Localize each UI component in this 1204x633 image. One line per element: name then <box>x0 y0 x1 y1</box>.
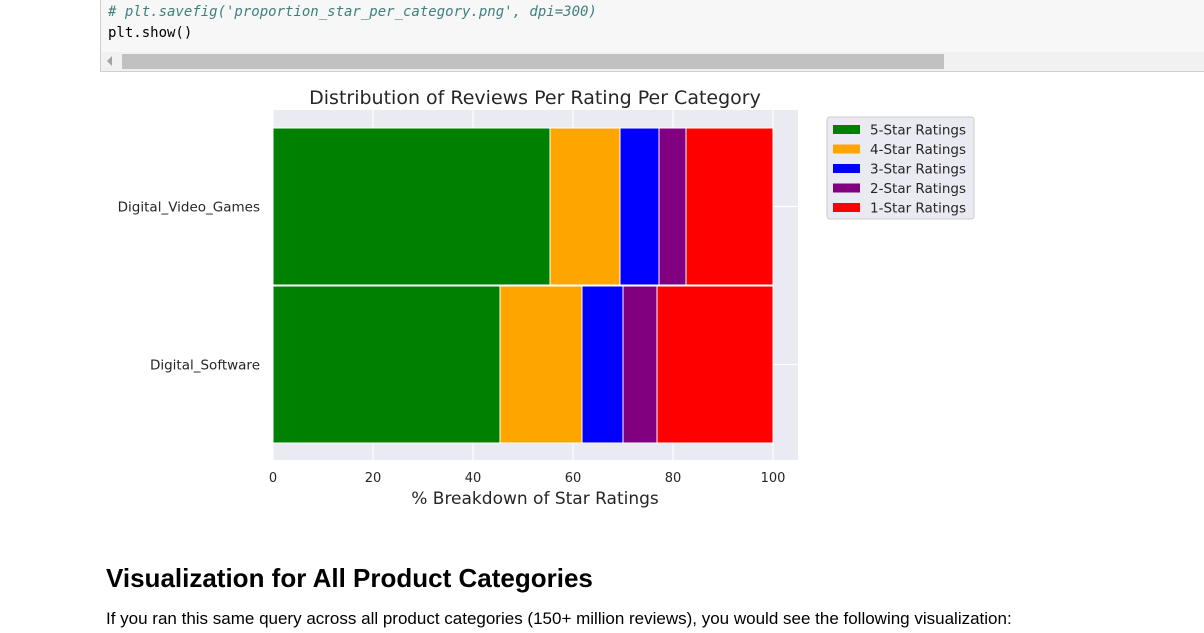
bars <box>272 127 774 444</box>
x-tick-label: 60 <box>565 471 582 486</box>
x-tick-label: 20 <box>365 471 382 486</box>
x-tick-label: 40 <box>465 471 482 486</box>
bar-segment <box>272 127 551 286</box>
bar-segment <box>658 127 687 286</box>
bar-segment <box>619 127 660 286</box>
bar-segment <box>581 285 624 444</box>
legend-swatch <box>833 125 860 134</box>
legend-label: 2-Star Ratings <box>870 181 966 197</box>
legend-swatch <box>833 164 860 173</box>
horizontal-scrollbar[interactable] <box>101 52 1204 71</box>
y-category-label: Digital_Video_Games <box>118 200 260 216</box>
legend-box <box>826 116 975 220</box>
x-axis-label: % Breakdown of Star Ratings <box>411 489 659 509</box>
x-tick-labels: 0 20 40 60 80 100 <box>269 471 786 486</box>
stacked-bar-chart: Distribution of Reviews Per Rating Per C… <box>118 87 975 509</box>
bar-segment <box>499 285 583 444</box>
legend-label: 1-Star Ratings <box>870 201 966 217</box>
scroll-left-arrow-icon[interactable] <box>107 56 112 66</box>
code-cell[interactable]: # plt.savefig('proportion_star_per_categ… <box>100 0 1204 72</box>
legend-swatch <box>833 203 860 212</box>
bar-segment <box>685 127 774 286</box>
legend-label: 4-Star Ratings <box>870 142 966 158</box>
code-comment-line: # plt.savefig('proportion_star_per_categ… <box>108 4 597 20</box>
x-tick-label: 0 <box>269 471 277 486</box>
section-paragraph: If you ran this same query across all pr… <box>106 609 1012 628</box>
legend: 5-Star Ratings 4-Star Ratings 3-Star Ratin… <box>826 116 975 220</box>
scrollbar-thumb[interactable] <box>122 54 944 69</box>
bar-segment <box>549 127 621 286</box>
legend-label: 5-Star Ratings <box>870 123 966 139</box>
section-heading: Visualization for All Product Categories <box>106 563 593 593</box>
chart-title: Distribution of Reviews Per Rating Per C… <box>309 87 761 109</box>
legend-swatch <box>833 144 860 154</box>
bar-segment <box>622 285 658 444</box>
x-tick-label: 80 <box>665 471 682 486</box>
bar-segment <box>272 285 501 444</box>
x-tick-label: 100 <box>761 471 786 486</box>
code-show-line: plt.show() <box>108 25 193 41</box>
bar-segment <box>656 285 774 444</box>
legend-label: 3-Star Ratings <box>870 162 966 178</box>
y-category-labels: Digital_Video_Games Digital_Software <box>118 200 260 374</box>
y-category-label: Digital_Software <box>150 358 260 374</box>
legend-swatch <box>833 183 860 193</box>
